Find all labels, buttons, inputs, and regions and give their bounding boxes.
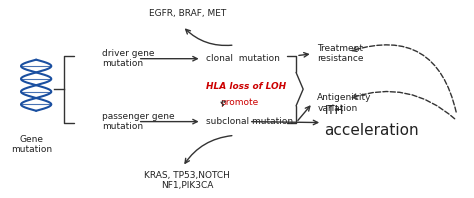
Text: Treatment
resistance: Treatment resistance <box>318 44 364 64</box>
Text: passenger gene
mutation: passenger gene mutation <box>102 112 175 131</box>
Text: subclonal mutation: subclonal mutation <box>206 117 293 126</box>
Text: HLA loss of LOH: HLA loss of LOH <box>206 82 286 91</box>
Text: clonal  mutation: clonal mutation <box>206 54 280 63</box>
Text: acceleration: acceleration <box>324 123 419 138</box>
Text: ITH: ITH <box>324 104 344 117</box>
Text: EGFR, BRAF, MET: EGFR, BRAF, MET <box>149 9 226 18</box>
Text: Antigenicity
variation: Antigenicity variation <box>318 93 372 113</box>
Text: Gene
mutation: Gene mutation <box>11 134 52 154</box>
Text: driver gene
mutation: driver gene mutation <box>102 49 155 68</box>
Text: promote: promote <box>220 98 259 108</box>
Text: KRAS, TP53,NOTCH
NF1,PIK3CA: KRAS, TP53,NOTCH NF1,PIK3CA <box>145 171 230 190</box>
